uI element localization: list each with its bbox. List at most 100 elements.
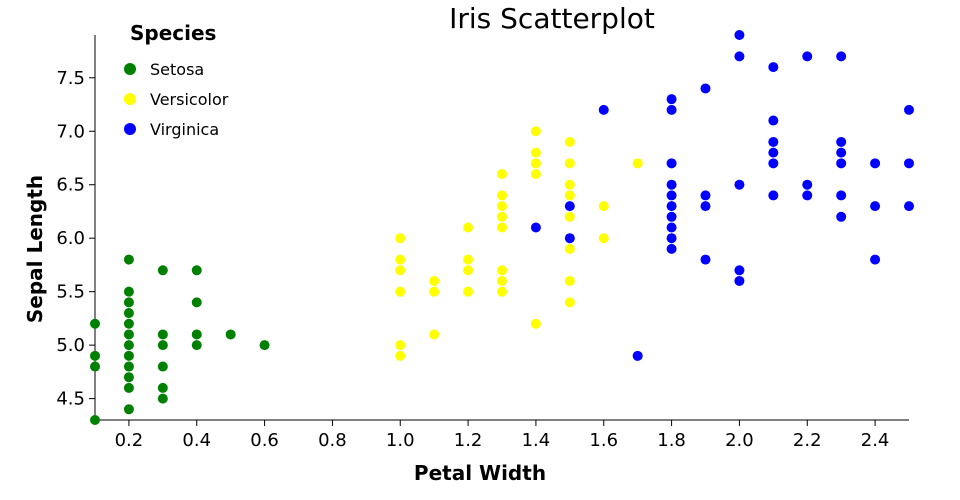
point-virginica [666, 190, 677, 201]
point-virginica [836, 51, 847, 62]
data-points [90, 30, 914, 425]
point-versicolor [564, 275, 575, 286]
point-virginica [666, 179, 677, 190]
point-setosa [191, 297, 202, 308]
point-virginica [768, 136, 779, 147]
point-virginica [666, 222, 677, 233]
point-virginica [530, 222, 541, 233]
point-setosa [157, 361, 168, 372]
point-virginica [836, 147, 847, 158]
point-virginica [768, 158, 779, 169]
point-versicolor [530, 147, 541, 158]
x-tick-label: 1.8 [657, 430, 686, 451]
point-virginica [904, 201, 914, 212]
point-virginica [700, 83, 711, 94]
point-virginica [666, 158, 677, 169]
point-virginica [870, 254, 881, 265]
point-virginica [768, 190, 779, 201]
point-virginica [734, 265, 745, 276]
point-versicolor [429, 275, 440, 286]
x-tick-label: 0.4 [182, 430, 211, 451]
x-tick-label: 1.6 [589, 430, 618, 451]
x-tick-label: 0.2 [115, 430, 144, 451]
point-versicolor [463, 265, 474, 276]
point-versicolor [463, 222, 474, 233]
legend-marker-versicolor [124, 93, 136, 105]
point-virginica [700, 254, 711, 265]
point-versicolor [564, 190, 575, 201]
legend-label-virginica: Virginica [150, 120, 219, 139]
point-virginica [836, 158, 847, 169]
point-virginica [666, 94, 677, 105]
point-setosa [157, 329, 168, 340]
point-setosa [90, 318, 100, 329]
y-tick-label: 5.0 [56, 335, 85, 356]
point-setosa [191, 265, 202, 276]
point-setosa [90, 415, 100, 425]
point-setosa [191, 340, 202, 351]
y-tick-label: 5.5 [56, 282, 85, 303]
point-setosa [123, 308, 134, 319]
point-versicolor [530, 169, 541, 180]
point-virginica [666, 233, 677, 244]
point-virginica [870, 158, 881, 169]
x-axis: 0.2 0.4 0.6 0.8 1.0 1.2 1.4 1.6 1.8 2.0 2.2 2.4 [95, 419, 909, 451]
point-virginica [700, 201, 711, 212]
point-versicolor [395, 265, 406, 276]
point-virginica [564, 233, 575, 244]
point-setosa [123, 382, 134, 393]
y-tick-label: 6.5 [56, 175, 85, 196]
point-versicolor [530, 158, 541, 169]
x-tick-label: 2.0 [725, 430, 754, 451]
point-setosa [123, 318, 134, 329]
point-setosa [259, 340, 270, 351]
point-versicolor [463, 286, 474, 297]
point-virginica [734, 275, 745, 286]
point-versicolor [395, 350, 406, 361]
point-virginica [632, 350, 643, 361]
point-versicolor [530, 126, 541, 137]
legend: Species Setosa Versicolor Virginica [124, 21, 229, 139]
x-tick-label: 2.4 [861, 430, 890, 451]
x-tick-label: 2.2 [793, 430, 822, 451]
point-versicolor [564, 297, 575, 308]
point-setosa [123, 297, 134, 308]
legend-label-versicolor: Versicolor [150, 90, 229, 109]
point-virginica [904, 158, 914, 169]
x-axis-title: Petal Width [414, 461, 546, 485]
point-versicolor [395, 233, 406, 244]
x-tick-label: 1.2 [454, 430, 483, 451]
point-versicolor [564, 211, 575, 222]
x-tick-label: 1.4 [522, 430, 551, 451]
point-setosa [123, 340, 134, 351]
point-virginica [564, 201, 575, 212]
point-virginica [734, 51, 745, 62]
point-setosa [123, 329, 134, 340]
point-versicolor [497, 201, 507, 212]
point-virginica [666, 201, 677, 212]
point-virginica [768, 115, 779, 126]
point-virginica [598, 104, 609, 115]
point-virginica [768, 62, 779, 73]
point-versicolor [598, 233, 609, 244]
point-versicolor [598, 201, 609, 212]
point-versicolor [497, 265, 507, 276]
point-versicolor [395, 286, 406, 297]
legend-label-setosa: Setosa [150, 60, 204, 79]
y-axis: 4.5 5.0 5.5 6.0 6.5 7.0 7.5 [56, 35, 96, 420]
point-versicolor [497, 222, 507, 233]
point-versicolor [530, 318, 541, 329]
y-tick-label: 6.0 [56, 228, 85, 249]
point-virginica [700, 190, 711, 201]
y-axis-title: Sepal Length [23, 175, 47, 323]
chart-title: Iris Scatterplot [449, 2, 655, 35]
x-tick-label: 1.0 [386, 430, 415, 451]
point-virginica [734, 179, 745, 190]
point-versicolor [497, 190, 507, 201]
point-setosa [157, 393, 168, 404]
point-virginica [666, 211, 677, 222]
point-setosa [123, 372, 134, 383]
point-setosa [157, 265, 168, 276]
point-setosa [191, 329, 202, 340]
